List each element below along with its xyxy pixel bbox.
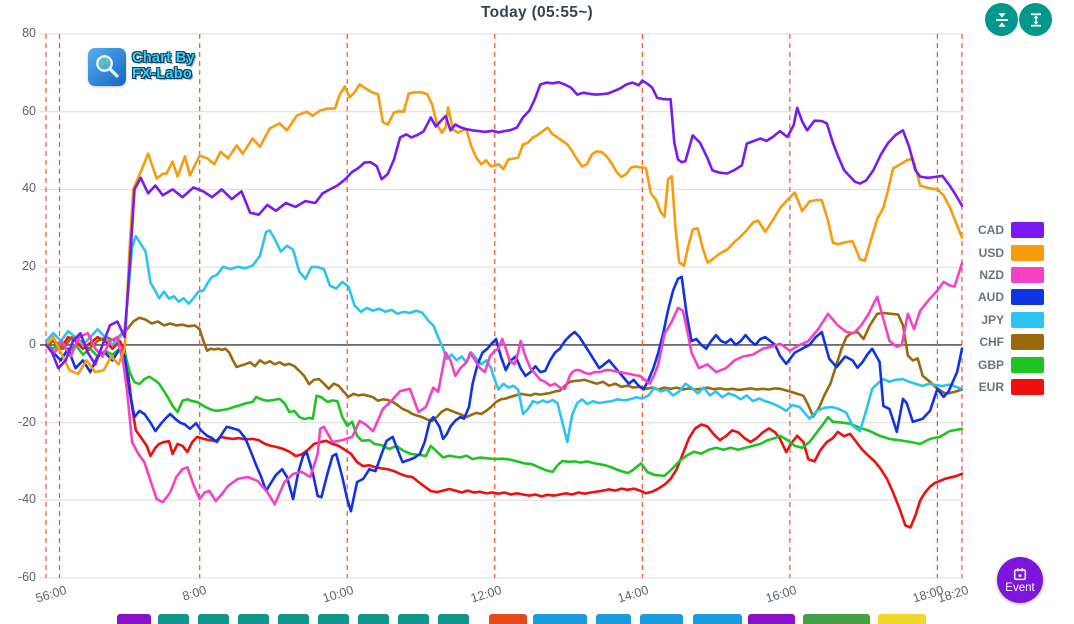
- legend-label: EUR: [978, 379, 1004, 394]
- event-block-14[interactable]: [748, 614, 795, 624]
- legend-item-AUD[interactable]: AUD: [964, 286, 1044, 308]
- expand-vertical-icon: [1030, 12, 1041, 27]
- legend-label: GBP: [977, 357, 1004, 372]
- legend-item-EUR[interactable]: EUR: [964, 376, 1044, 398]
- event-block-13[interactable]: [693, 614, 742, 624]
- logo-line2: FX-Labo: [132, 66, 193, 82]
- chart-logo: Chart By FX-Labo: [88, 48, 195, 86]
- y-tick-80: 80: [22, 26, 36, 40]
- event-block-10[interactable]: [533, 614, 587, 624]
- y-tick--20: -20: [17, 414, 36, 429]
- legend-swatch: [1011, 289, 1044, 306]
- legend-swatch: [1011, 266, 1044, 283]
- legend-label: USD: [978, 245, 1004, 260]
- legend: CAD USD NZD AUD JPY CHF GBP EUR: [964, 219, 1044, 398]
- event-block-11[interactable]: [596, 614, 631, 624]
- legend-item-NZD[interactable]: NZD: [964, 264, 1044, 286]
- series-line-USD: [44, 83, 964, 376]
- legend-item-USD[interactable]: USD: [964, 241, 1044, 263]
- event-block-7[interactable]: [398, 614, 429, 624]
- event-block-3[interactable]: [238, 614, 269, 624]
- legend-label: CAD: [978, 223, 1004, 238]
- series-line-EUR: [44, 335, 964, 529]
- legend-swatch: [1011, 222, 1044, 239]
- logo-line1: Chart By: [132, 50, 195, 67]
- y-tick-40: 40: [22, 181, 36, 196]
- legend-swatch: [1011, 244, 1044, 261]
- y-tick--40: -40: [17, 492, 36, 507]
- legend-swatch: [1011, 334, 1044, 351]
- series-line-AUD: [44, 275, 964, 513]
- event-block-0[interactable]: [117, 614, 151, 624]
- event-block-2[interactable]: [198, 614, 229, 624]
- legend-label: CHF: [979, 335, 1004, 350]
- magnifier-candlestick-icon: [88, 48, 126, 86]
- series-line-CAD: [44, 79, 964, 370]
- page-title: Today (05:55~): [480, 4, 594, 21]
- compress-vertical-icon: [995, 12, 1008, 27]
- event-block-8[interactable]: [438, 614, 469, 624]
- event-block-6[interactable]: [358, 614, 389, 624]
- legend-label: JPY: [981, 312, 1004, 327]
- event-button[interactable]: Event: [997, 557, 1043, 603]
- legend-item-CAD[interactable]: CAD: [964, 219, 1044, 241]
- y-tick--60: -60: [17, 570, 36, 584]
- legend-item-GBP[interactable]: GBP: [964, 353, 1044, 375]
- y-tick-0: 0: [29, 336, 36, 351]
- legend-swatch: [1011, 356, 1044, 373]
- compress-scale-button[interactable]: [985, 3, 1018, 36]
- event-block-12[interactable]: [640, 614, 683, 624]
- expand-scale-button[interactable]: [1019, 3, 1052, 36]
- y-tick-20: 20: [22, 259, 36, 274]
- event-block-16[interactable]: [878, 614, 926, 624]
- series-line-GBP: [44, 339, 964, 478]
- legend-swatch: [1011, 378, 1044, 395]
- legend-label: AUD: [978, 290, 1004, 305]
- legend-label: NZD: [979, 267, 1004, 282]
- series-line-JPY: [44, 229, 964, 444]
- calendar-icon: [1013, 568, 1027, 581]
- event-block-1[interactable]: [158, 614, 189, 624]
- event-block-15[interactable]: [803, 614, 870, 624]
- legend-item-JPY[interactable]: JPY: [964, 309, 1044, 331]
- event-block-4[interactable]: [278, 614, 309, 624]
- y-tick-60: 60: [22, 103, 36, 118]
- event-button-label: Event: [1005, 582, 1035, 594]
- event-block-9[interactable]: [489, 614, 527, 624]
- legend-swatch: [1011, 311, 1044, 328]
- legend-item-CHF[interactable]: CHF: [964, 331, 1044, 353]
- series-line-NZD: [44, 261, 964, 506]
- event-block-5[interactable]: [318, 614, 349, 624]
- series-line-CHF: [44, 311, 964, 423]
